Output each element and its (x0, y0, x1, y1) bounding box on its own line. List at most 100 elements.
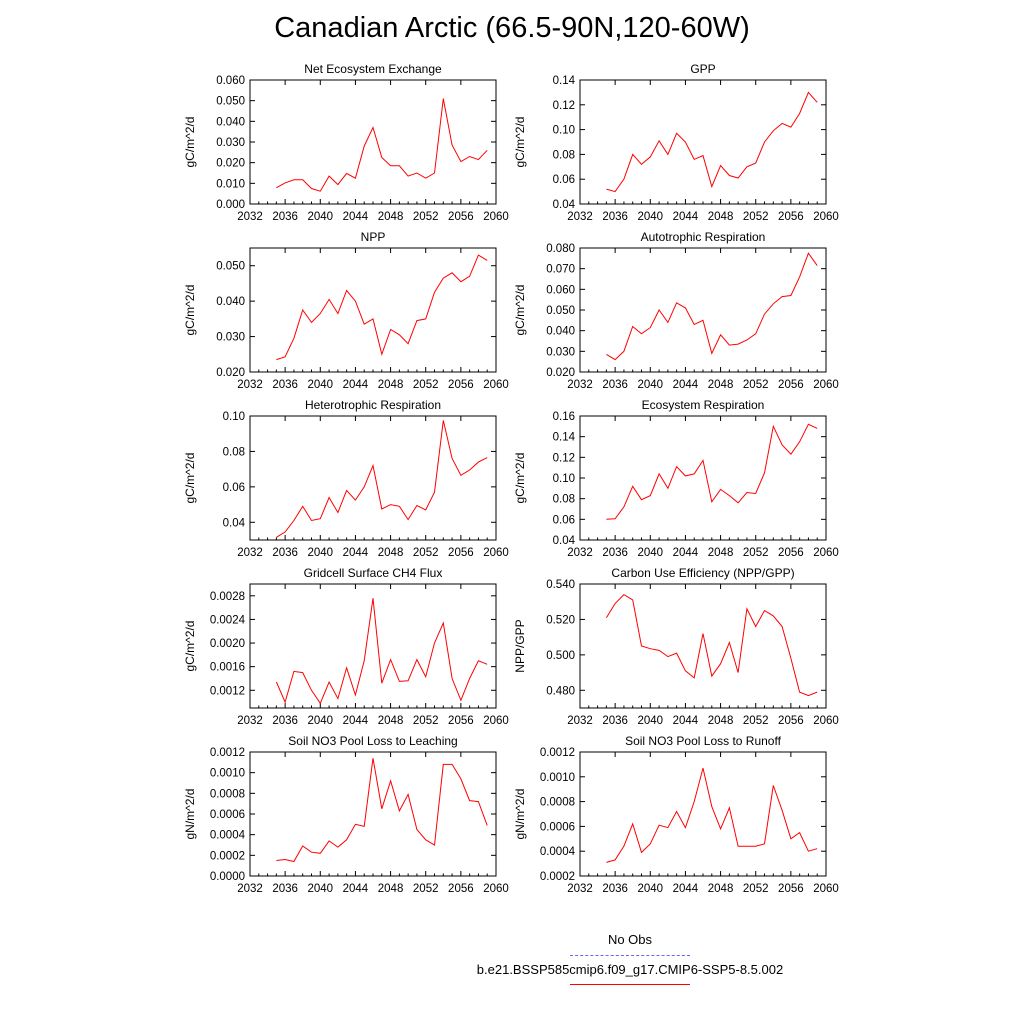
y-tick-label: 0.0010 (210, 768, 245, 780)
x-tick-label: 2060 (813, 379, 839, 391)
x-tick-label: 2032 (237, 547, 263, 559)
x-tick-label: 2040 (307, 547, 333, 559)
x-tick-label: 2060 (813, 547, 839, 559)
y-tick-label: 0.040 (546, 326, 575, 338)
x-tick-label: 2032 (567, 379, 593, 391)
plot-frame (249, 415, 497, 541)
y-tick-label: 0.030 (216, 137, 245, 149)
y-tick-label: 0.520 (546, 614, 575, 626)
y-tick-label: 0.0002 (540, 871, 575, 883)
y-tick-label: 0.08 (223, 446, 245, 458)
y-tick-label: 0.08 (553, 494, 575, 506)
y-axis-label: gN/m^2/d (183, 789, 197, 840)
y-tick-label: 0.04 (553, 199, 576, 211)
x-tick-label: 2048 (708, 211, 734, 223)
series-line-0 (606, 767, 818, 863)
x-tick-label: 2052 (743, 547, 769, 559)
x-tick-label: 2060 (813, 211, 839, 223)
y-tick-label: 0.020 (216, 367, 245, 379)
x-tick-label: 2052 (413, 547, 439, 559)
chart-title: Ecosystem Respiration (642, 398, 765, 412)
plot-frame (579, 247, 827, 373)
x-tick-label: 2052 (743, 379, 769, 391)
x-tick-label: 2060 (483, 211, 509, 223)
x-tick-label: 2044 (673, 715, 699, 727)
y-axis-label: NPP/GPP (513, 619, 527, 672)
x-tick-label: 2056 (448, 379, 474, 391)
x-tick-label: 2048 (708, 379, 734, 391)
y-tick-label: 0.060 (216, 75, 245, 87)
x-tick-label: 2048 (708, 715, 734, 727)
series-line-0 (606, 252, 818, 361)
y-axis-label: gC/m^2/d (513, 285, 527, 336)
x-tick-label: 2032 (237, 715, 263, 727)
y-tick-label: 0.050 (546, 305, 575, 317)
y-tick-label: 0.030 (216, 332, 245, 344)
page-title: Canadian Arctic (66.5-90N,120-60W) (274, 12, 750, 44)
x-tick-label: 2044 (673, 547, 699, 559)
x-tick-label: 2036 (602, 547, 628, 559)
x-tick-label: 2032 (237, 379, 263, 391)
y-axis-label: gC/m^2/d (513, 117, 527, 168)
series-line-0 (276, 420, 488, 538)
x-tick-label: 2036 (602, 379, 628, 391)
y-tick-label: 0.0004 (210, 830, 246, 842)
y-tick-label: 0.040 (216, 116, 245, 128)
x-tick-label: 2052 (743, 211, 769, 223)
y-tick-label: 0.0002 (210, 850, 245, 862)
chart-panel-5: Ecosystem Respiration 2032 2036 2040 2044 204… (513, 398, 839, 559)
chart-panel-4: Heterotrophic Respiration 2032 2036 2040 204… (183, 398, 509, 559)
x-tick-label: 2040 (637, 883, 663, 895)
plot-frame (579, 583, 827, 709)
x-tick-label: 2052 (743, 883, 769, 895)
chart-panel-3: Autotrophic Respiration 2032 2036 2040 2044 2… (513, 230, 839, 391)
y-tick-label: 0.030 (546, 346, 575, 358)
x-tick-label: 2048 (378, 883, 404, 895)
y-tick-label: 0.0028 (210, 591, 245, 603)
x-tick-label: 2048 (708, 547, 734, 559)
x-tick-label: 2060 (813, 715, 839, 727)
y-tick-label: 0.020 (216, 158, 245, 170)
y-tick-label: 0.0006 (540, 821, 575, 833)
chart-panel-8: Soil NO3 Pool Loss to Leaching 2032 2036 20… (183, 734, 509, 895)
x-tick-label: 2056 (448, 211, 474, 223)
plot-frame (579, 79, 827, 205)
x-tick-label: 2044 (343, 211, 369, 223)
y-tick-label: 0.0010 (540, 772, 575, 784)
chart-title: GPP (690, 62, 715, 76)
y-tick-label: 0.10 (553, 125, 575, 137)
chart-title: Gridcell Surface CH4 Flux (304, 566, 443, 580)
x-tick-label: 2032 (567, 715, 593, 727)
x-tick-label: 2052 (413, 379, 439, 391)
y-tick-label: 0.0004 (540, 846, 576, 858)
x-tick-label: 2056 (448, 547, 474, 559)
chart-panel-7: Carbon Use Efficiency (NPP/GPP) 2032 2036 2… (513, 566, 839, 727)
y-tick-label: 0.0020 (210, 638, 245, 650)
plot-frame (579, 415, 827, 541)
x-tick-label: 2044 (343, 547, 369, 559)
y-axis-label: gC/m^2/d (183, 117, 197, 168)
y-tick-label: 0.12 (553, 100, 575, 112)
y-tick-label: 0.050 (216, 261, 245, 273)
y-tick-label: 0.060 (546, 284, 575, 296)
x-tick-label: 2040 (307, 883, 333, 895)
y-tick-label: 0.070 (546, 264, 575, 276)
x-tick-label: 2060 (483, 883, 509, 895)
x-tick-label: 2040 (307, 211, 333, 223)
x-tick-label: 2036 (272, 715, 298, 727)
x-tick-label: 2044 (673, 883, 699, 895)
plot-frame (249, 751, 497, 877)
x-tick-label: 2044 (673, 211, 699, 223)
y-tick-label: 0.0012 (210, 685, 245, 697)
x-tick-label: 2048 (378, 211, 404, 223)
y-tick-label: 0.0000 (210, 871, 245, 883)
y-axis-label: gN/m^2/d (513, 789, 527, 840)
x-tick-label: 2040 (637, 211, 663, 223)
y-tick-label: 0.0008 (210, 788, 245, 800)
y-tick-label: 0.050 (216, 96, 245, 108)
chart-title: Autotrophic Respiration (641, 230, 766, 244)
x-tick-label: 2044 (343, 715, 369, 727)
y-tick-label: 0.0024 (210, 614, 246, 626)
x-tick-label: 2060 (483, 715, 509, 727)
series-line-0 (276, 254, 488, 361)
